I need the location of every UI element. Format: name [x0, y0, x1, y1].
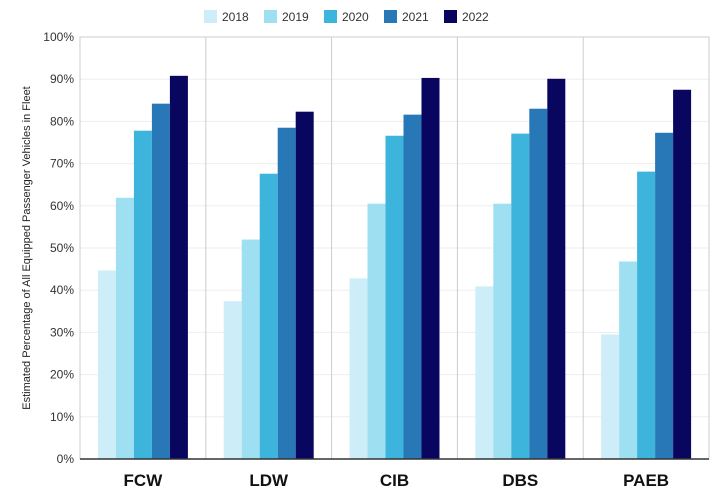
y-tick-label: 60%: [50, 199, 74, 213]
y-axis-label: Estimated Percentage of All Equipped Pas…: [21, 86, 33, 409]
bar-DBS-2019: [493, 203, 512, 459]
bar-PAEB-2021: [655, 132, 674, 459]
x-tick-label: FCW: [124, 471, 164, 490]
y-tick-label: 0%: [57, 452, 75, 466]
bar-PAEB-2019: [619, 261, 638, 459]
y-tick-label: 10%: [50, 410, 74, 424]
bar-CIB-2018: [349, 278, 368, 459]
bar-FCW-2019: [115, 197, 134, 460]
y-tick-label: 20%: [50, 368, 74, 382]
y-tick-label: 50%: [50, 241, 74, 255]
legend-label: 2022: [462, 10, 489, 24]
legend-label: 2021: [402, 10, 429, 24]
bar-DBS-2022: [547, 78, 566, 459]
legend-item: 2021: [384, 10, 429, 24]
y-tick-label: 90%: [50, 72, 74, 86]
bar-FCW-2020: [133, 130, 152, 459]
bar-PAEB-2020: [637, 171, 656, 460]
y-tick-label: 70%: [50, 157, 74, 171]
legend-swatch: [264, 10, 277, 23]
legend-swatch: [324, 10, 337, 23]
bar-CIB-2021: [403, 114, 422, 459]
bar-CIB-2022: [421, 77, 440, 460]
bar-DBS-2020: [511, 133, 530, 459]
y-tick-label: 30%: [50, 325, 74, 339]
bar-DBS-2021: [529, 108, 548, 460]
bar-FCW-2022: [169, 75, 188, 459]
bar-LDW-2022: [295, 111, 314, 459]
legend-item: 2018: [204, 10, 249, 24]
bar-PAEB-2022: [673, 89, 692, 459]
legend-swatch: [384, 10, 397, 23]
legend-swatch: [204, 10, 217, 23]
legend-item: 2022: [444, 10, 489, 24]
bar-CIB-2020: [385, 135, 404, 460]
legend-label: 2018: [222, 10, 249, 24]
legend-label: 2020: [342, 10, 369, 24]
legend-item: 2020: [324, 10, 369, 24]
x-tick-label: CIB: [380, 471, 409, 490]
x-tick-label: PAEB: [623, 471, 669, 490]
bar-PAEB-2018: [601, 334, 620, 459]
y-tick-label: 40%: [50, 283, 74, 297]
legend-swatch: [444, 10, 457, 23]
x-tick-label: LDW: [249, 471, 289, 490]
y-tick-label: 100%: [43, 30, 74, 44]
bar-CIB-2019: [367, 203, 386, 459]
bar-LDW-2020: [259, 173, 278, 459]
bar-LDW-2019: [241, 239, 260, 459]
x-tick-label: DBS: [502, 471, 538, 490]
legend-label: 2019: [282, 10, 309, 24]
bar-FCW-2021: [151, 103, 170, 460]
bar-DBS-2018: [475, 286, 494, 459]
bar-LDW-2021: [277, 127, 296, 459]
y-tick-label: 80%: [50, 114, 74, 128]
bar-FCW-2018: [97, 270, 116, 459]
bar-LDW-2018: [223, 301, 242, 459]
legend-item: 2019: [264, 10, 309, 24]
